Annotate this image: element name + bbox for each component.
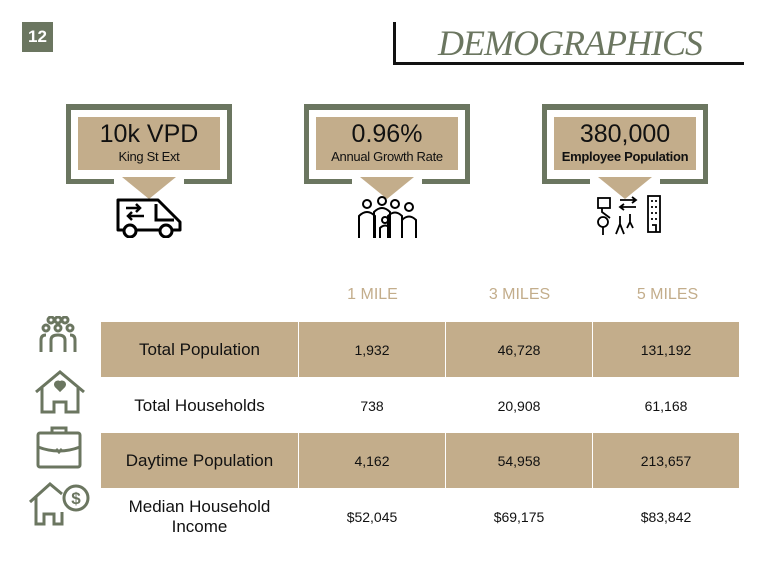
column-header-1-mile: 1 MILE [347,286,398,303]
column-header-3-miles: 3 MILES [488,286,551,303]
svg-text:$: $ [71,489,81,508]
page-number-badge: 12 [22,22,53,52]
title-divider-vertical [393,22,396,65]
cell-value: 4,162 [299,433,446,488]
table-row: Median Household Income $52,045 $69,175 … [101,489,742,545]
cell-value: $69,175 [446,489,593,545]
cell-value: 1,932 [299,322,446,377]
people-group-icon [39,316,77,352]
highlight-value: 380,000 [579,120,671,148]
row-label: Total Households [101,378,299,433]
highlight-value: 10k VPD [99,120,199,148]
cell-value: $83,842 [593,489,740,545]
cell-value: 46,728 [446,322,593,377]
family-icon [358,196,417,238]
title-divider-horizontal [393,62,744,65]
cell-value: 61,168 [593,378,740,433]
highlight-value: 0.96% [351,120,423,148]
table-row: Total Households 738 20,908 61,168 [101,378,742,433]
column-header-5-miles: 5 MILES [636,286,699,303]
highlight-card-employees: 380,000 Employee Population [542,104,708,199]
highlight-card-traffic: 10k VPD King St Ext [66,104,232,199]
highlight-label: Employee Population [561,149,689,164]
row-label: Daytime Population [101,433,299,488]
house-heart-icon [35,370,85,414]
table-row: Total Population 1,932 46,728 131,192 [101,322,742,377]
page-title: DEMOGRAPHICS [438,23,703,63]
house-dollar-icon: $ [28,482,90,526]
cell-value: 213,657 [593,433,740,488]
cell-value: 738 [299,378,446,433]
commute-icon [597,195,661,235]
highlight-card-growth: 0.96% Annual Growth Rate [304,104,470,199]
highlight-label: King St Ext [118,149,180,164]
cell-value: 54,958 [446,433,593,488]
cell-value: $52,045 [299,489,446,545]
cell-value: 20,908 [446,378,593,433]
van-icon [116,198,182,238]
briefcase-icon [36,426,82,469]
highlight-label: Annual Growth Rate [331,149,443,164]
cell-value: 131,192 [593,322,740,377]
table-row: Daytime Population 4,162 54,958 213,657 [101,433,742,488]
row-label: Total Population [101,322,299,377]
row-label: Median Household Income [101,489,299,545]
